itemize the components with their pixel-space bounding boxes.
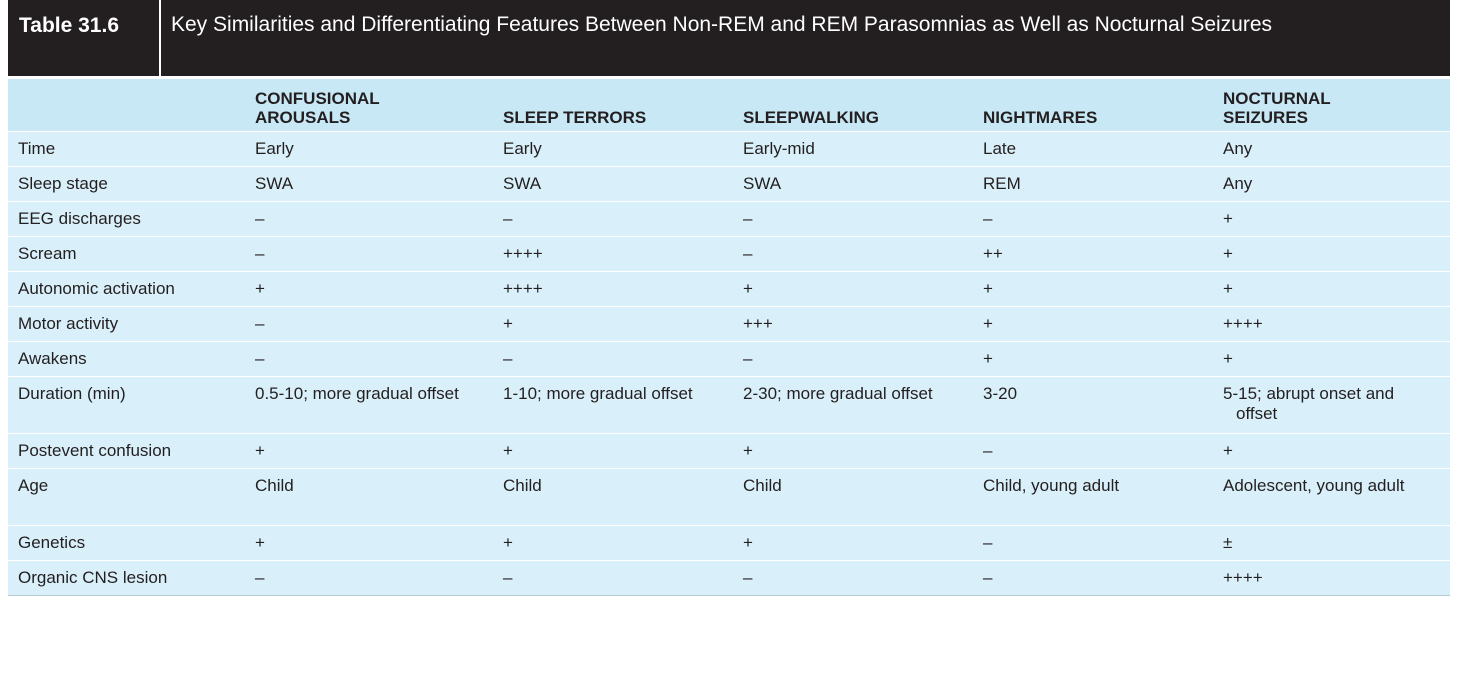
table-number: Table 31.6: [8, 0, 161, 76]
cell-nocturnal-seizures: +: [1213, 271, 1450, 307]
row-feature-label: Genetics: [8, 525, 245, 561]
table-title: Key Similarities and Differentiating Fea…: [171, 13, 1273, 36]
cell-confusional-arousals: –: [245, 306, 493, 342]
table-row: Age Child Child Child Child, young adult Adol…: [8, 468, 1450, 526]
row-feature-label: EEG discharges: [8, 201, 245, 237]
cell-confusional-arousals: 0.5-10; more gradual offset: [245, 376, 493, 434]
cell-nocturnal-seizures: Adolescent, young adult: [1213, 468, 1450, 526]
cell-confusional-arousals: Child: [245, 468, 493, 526]
cell-nightmares: –: [973, 201, 1213, 237]
cell-nightmares: REM: [973, 166, 1213, 202]
cell-sleepwalking: 2-30; more gradual offset: [733, 376, 973, 434]
row-feature-label: Postevent confusion: [8, 433, 245, 469]
cell-confusional-arousals: –: [245, 560, 493, 596]
cell-sleepwalking: –: [733, 341, 973, 377]
cell-sleep-terrors: –: [493, 560, 733, 596]
table-title-bar: Table 31.6 Key Similarities and Differen…: [8, 0, 1450, 76]
cell-sleepwalking: SWA: [733, 166, 973, 202]
cell-confusional-arousals: –: [245, 201, 493, 237]
column-header-sleepwalking: SLEEPWALKING: [733, 79, 973, 132]
column-header-nightmares: NIGHTMARES: [973, 79, 1213, 132]
table-row: Duration (min) 0.5-10; more gradual offse…: [8, 376, 1450, 434]
cell-confusional-arousals: +: [245, 433, 493, 469]
cell-nightmares: +: [973, 271, 1213, 307]
row-feature-label: Age: [8, 468, 245, 526]
cell-nocturnal-seizures: +: [1213, 236, 1450, 272]
cell-nocturnal-seizures: ±: [1213, 525, 1450, 561]
cell-sleepwalking: +++: [733, 306, 973, 342]
column-header-sleep-terrors: SLEEP TERRORS: [493, 79, 733, 132]
cell-sleep-terrors: ++++: [493, 236, 733, 272]
cell-nightmares: +: [973, 306, 1213, 342]
cell-sleepwalking: –: [733, 236, 973, 272]
table-row: Time Early Early Early-mid Late Any: [8, 131, 1450, 167]
cell-nightmares: –: [973, 433, 1213, 469]
cell-sleep-terrors: 1-10; more gradual offset: [493, 376, 733, 434]
cell-sleep-terrors: +: [493, 525, 733, 561]
header-row: CONFUSIONAL AROUSALS SLEEP TERRORS SLEEP…: [8, 79, 1450, 132]
cell-sleepwalking: –: [733, 201, 973, 237]
cell-sleep-terrors: Early: [493, 131, 733, 167]
cell-nightmares: Late: [973, 131, 1213, 167]
cell-sleepwalking: +: [733, 271, 973, 307]
table-row: Genetics + + + – ±: [8, 525, 1450, 561]
cell-sleep-terrors: ++++: [493, 271, 733, 307]
table-row: Awakens – – – + +: [8, 341, 1450, 377]
cell-confusional-arousals: +: [245, 525, 493, 561]
row-feature-label: Autonomic activation: [8, 271, 245, 307]
table-row: Organic CNS lesion – – – – ++++: [8, 560, 1450, 596]
row-feature-label: Organic CNS lesion: [8, 560, 245, 596]
cell-confusional-arousals: –: [245, 341, 493, 377]
table-row: Scream – ++++ – ++ +: [8, 236, 1450, 272]
cell-sleep-terrors: Child: [493, 468, 733, 526]
column-header-confusional-arousals: CONFUSIONAL AROUSALS: [245, 79, 493, 132]
cell-nightmares: –: [973, 560, 1213, 596]
cell-nocturnal-seizures: Any: [1213, 166, 1450, 202]
cell-nightmares: Child, young adult: [973, 468, 1213, 526]
cell-nocturnal-seizures: +: [1213, 433, 1450, 469]
cell-confusional-arousals: SWA: [245, 166, 493, 202]
cell-sleep-terrors: +: [493, 306, 733, 342]
row-feature-label: Sleep stage: [8, 166, 245, 202]
cell-nocturnal-seizures: ++++: [1213, 306, 1450, 342]
cell-sleepwalking: +: [733, 433, 973, 469]
column-header-nocturnal-seizures: NOCTURNAL SEIZURES: [1213, 79, 1450, 132]
table-body: Time Early Early Early-mid Late Any Sleep stag…: [8, 131, 1450, 596]
cell-confusional-arousals: –: [245, 236, 493, 272]
cell-sleep-terrors: –: [493, 201, 733, 237]
cell-nocturnal-seizures: +: [1213, 201, 1450, 237]
cell-sleep-terrors: SWA: [493, 166, 733, 202]
cell-nocturnal-seizures: +: [1213, 341, 1450, 377]
row-feature-label: Awakens: [8, 341, 245, 377]
table-row: EEG discharges – – – – +: [8, 201, 1450, 237]
row-feature-label: Motor activity: [8, 306, 245, 342]
table-row: Motor activity – + +++ + ++++: [8, 306, 1450, 342]
cell-nightmares: +: [973, 341, 1213, 377]
cell-confusional-arousals: Early: [245, 131, 493, 167]
row-feature-label: Time: [8, 131, 245, 167]
cell-nocturnal-seizures: Any: [1213, 131, 1450, 167]
comparison-table: CONFUSIONAL AROUSALS SLEEP TERRORS SLEEP…: [8, 79, 1450, 596]
cell-sleep-terrors: +: [493, 433, 733, 469]
cell-nocturnal-seizures: 5-15; abrupt onset and offset: [1213, 376, 1450, 434]
row-feature-label: Scream: [8, 236, 245, 272]
column-header-feature: [8, 79, 245, 132]
cell-sleepwalking: –: [733, 560, 973, 596]
cell-nightmares: 3-20: [973, 376, 1213, 434]
cell-confusional-arousals: +: [245, 271, 493, 307]
cell-sleepwalking: Child: [733, 468, 973, 526]
cell-sleepwalking: Early-mid: [733, 131, 973, 167]
cell-nightmares: –: [973, 525, 1213, 561]
row-feature-label: Duration (min): [8, 376, 245, 434]
cell-nightmares: ++: [973, 236, 1213, 272]
cell-nocturnal-seizures: ++++: [1213, 560, 1450, 596]
table-row: Autonomic activation + ++++ + + +: [8, 271, 1450, 307]
table-row: Sleep stage SWA SWA SWA REM Any: [8, 166, 1450, 202]
table-row: Postevent confusion + + + – +: [8, 433, 1450, 469]
cell-sleep-terrors: –: [493, 341, 733, 377]
cell-sleepwalking: +: [733, 525, 973, 561]
